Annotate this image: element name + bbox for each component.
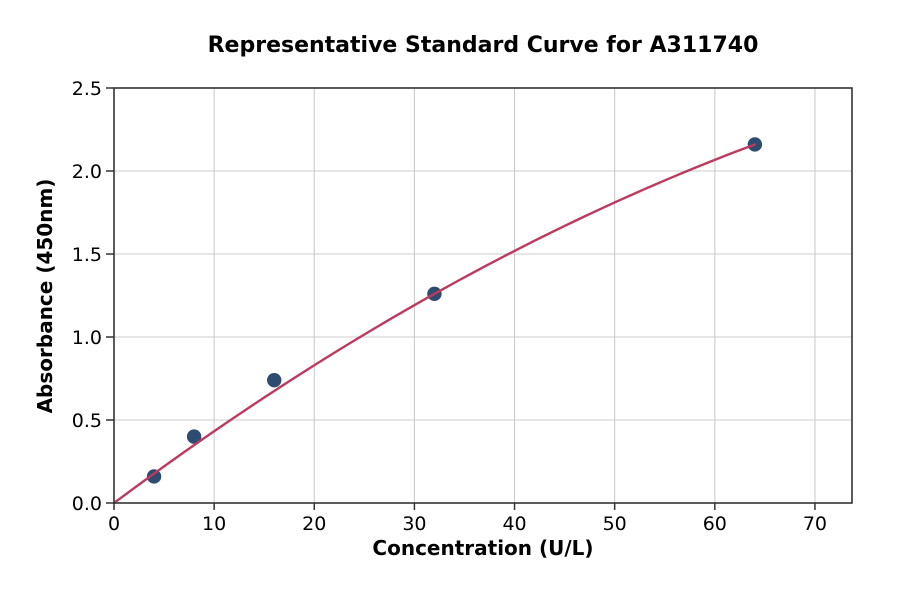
data-point xyxy=(186,429,202,444)
y-tick-label: 1.0 xyxy=(72,327,102,349)
x-tick-label: 10 xyxy=(202,513,226,535)
chart-title: Representative Standard Curve for A31174… xyxy=(207,33,759,58)
x-axis-label: Concentration (U/L) xyxy=(372,536,594,560)
plot-border xyxy=(113,87,853,504)
y-tick-label: 0.5 xyxy=(72,410,102,432)
x-tick-label: 30 xyxy=(402,513,426,535)
fit-curve xyxy=(112,143,757,505)
x-tick-label: 0 xyxy=(108,513,120,535)
x-tick-label: 40 xyxy=(502,513,526,535)
data-point xyxy=(146,469,162,484)
x-tick-label: 50 xyxy=(603,513,627,535)
x-tick-label: 20 xyxy=(302,513,326,535)
y-tick-label: 0.0 xyxy=(72,493,102,515)
x-tick-label: 60 xyxy=(703,513,727,535)
y-tick-label: 2.5 xyxy=(72,78,102,100)
x-tick-label: 70 xyxy=(803,513,827,535)
data-point xyxy=(267,372,282,388)
y-tick-label: 2.0 xyxy=(72,161,102,183)
y-tick-label: 1.5 xyxy=(72,244,102,266)
